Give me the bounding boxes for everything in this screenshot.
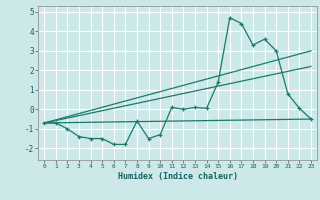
X-axis label: Humidex (Indice chaleur): Humidex (Indice chaleur) xyxy=(118,172,238,181)
